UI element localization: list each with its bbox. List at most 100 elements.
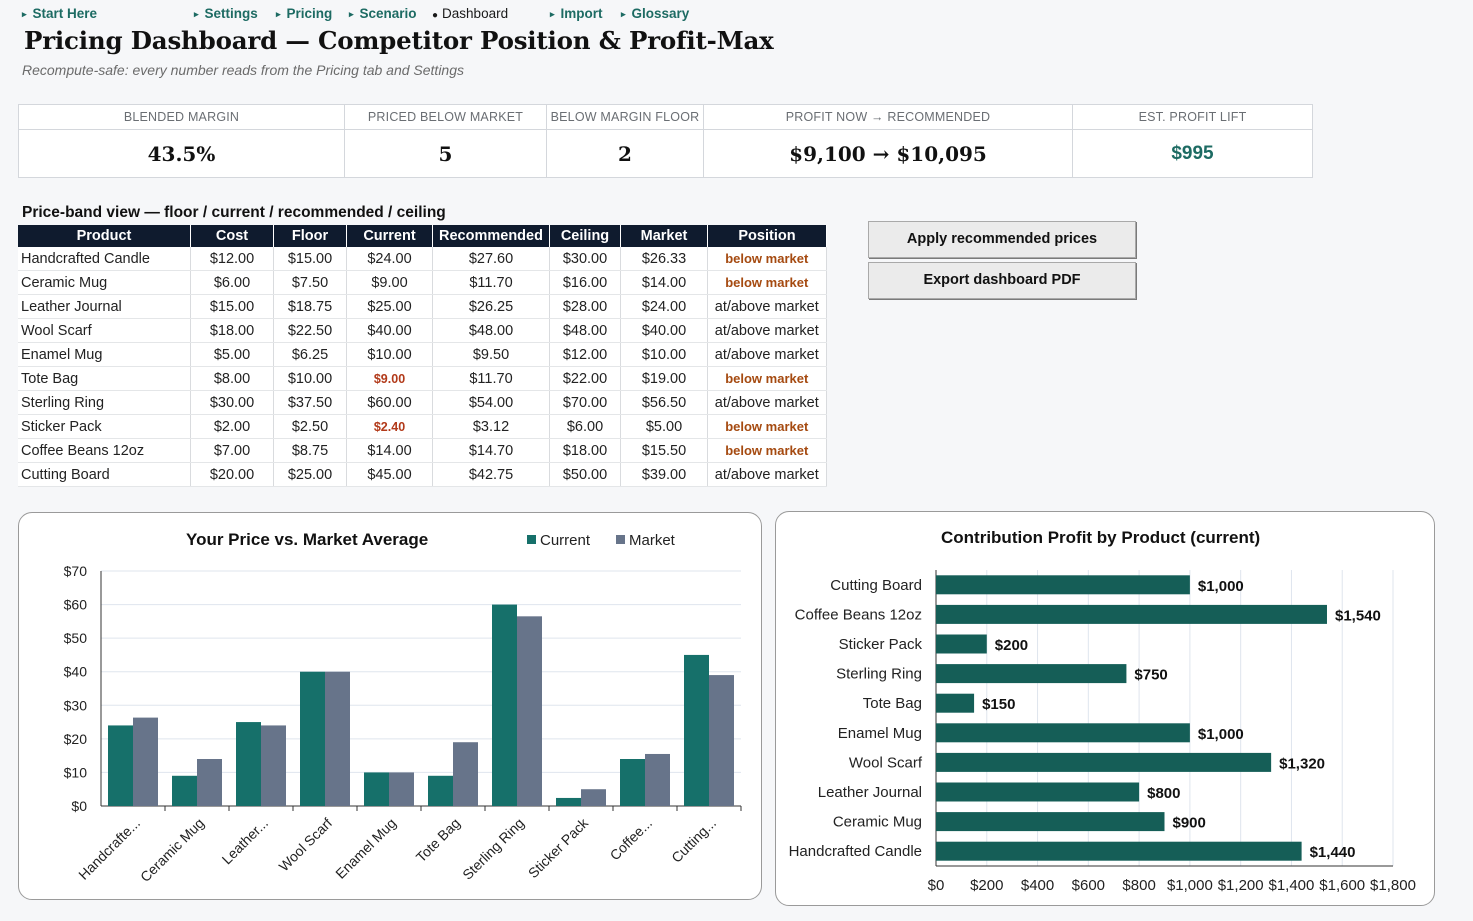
column-header: Floor bbox=[273, 225, 347, 247]
legend-swatch bbox=[616, 535, 625, 544]
data-label: $1,540 bbox=[1335, 607, 1381, 624]
y-tick-label: Handcrafted Candle bbox=[789, 843, 922, 860]
kpi-value-blended-margin: 43.5% bbox=[18, 129, 345, 178]
kpi-strip: BLENDED MARGIN PRICED BELOW MARKET BELOW… bbox=[18, 104, 1313, 178]
triangle-right-icon: ▸ bbox=[22, 9, 27, 19]
apply-recommended-prices-button[interactable]: Apply recommended prices bbox=[868, 221, 1136, 258]
table-cell: $10.00 bbox=[620, 342, 708, 367]
contribution-profit-chart-panel: Contribution Profit by Product (current)… bbox=[775, 511, 1435, 906]
table-cell: $30.00 bbox=[549, 247, 621, 271]
price-vs-market-chart-panel: Your Price vs. Market Average $0 $10 $20 $3… bbox=[18, 512, 762, 900]
nav-settings[interactable]: ▸ Settings bbox=[194, 6, 258, 21]
table-cell: $48.00 bbox=[549, 318, 621, 343]
column-header: Market bbox=[620, 225, 708, 247]
table-cell: $15.00 bbox=[190, 294, 274, 319]
table-cell: $22.00 bbox=[549, 366, 621, 391]
table-cell: $18.75 bbox=[273, 294, 347, 319]
legend-label: Market bbox=[629, 532, 676, 549]
bar bbox=[936, 812, 1165, 832]
table-cell: $14.70 bbox=[432, 438, 550, 463]
bar-current bbox=[620, 759, 645, 806]
bar bbox=[936, 841, 1302, 861]
table-cell: $16.00 bbox=[549, 270, 621, 295]
column-header: Current bbox=[346, 225, 433, 247]
table-cell: Leather Journal bbox=[18, 294, 191, 319]
bar bbox=[936, 752, 1272, 772]
table-cell: $14.00 bbox=[346, 438, 433, 463]
table-cell: $70.00 bbox=[549, 390, 621, 415]
table-cell: $9.00 bbox=[346, 270, 433, 295]
table-cell: Sterling Ring bbox=[18, 390, 191, 415]
y-tick-label: Wool Scarf bbox=[849, 754, 923, 771]
bar-current bbox=[556, 797, 581, 806]
table-cell: $11.70 bbox=[432, 270, 550, 295]
table-cell: at/above market bbox=[707, 294, 827, 319]
x-tick-label: $1,400 bbox=[1268, 877, 1314, 894]
bar bbox=[936, 664, 1127, 684]
nav-glossary[interactable]: ▸ Glossary bbox=[621, 6, 690, 21]
nav-pricing[interactable]: ▸ Pricing bbox=[276, 6, 333, 21]
table-cell: $40.00 bbox=[346, 318, 433, 343]
table-cell: $56.50 bbox=[620, 390, 708, 415]
bar-market bbox=[645, 753, 670, 806]
kpi-label-priced-below-market: PRICED BELOW MARKET bbox=[344, 104, 547, 130]
table-cell: $5.00 bbox=[620, 414, 708, 439]
data-label: $1,320 bbox=[1279, 755, 1325, 772]
x-tick-label: Handcrafte... bbox=[75, 815, 143, 883]
bar-current bbox=[492, 604, 517, 806]
table-cell: below market bbox=[707, 366, 827, 391]
kpi-label-below-margin-floor: BELOW MARGIN FLOOR bbox=[546, 104, 704, 130]
table-cell: $18.00 bbox=[190, 318, 274, 343]
bar-market bbox=[709, 675, 734, 806]
bar bbox=[936, 575, 1190, 595]
page-subtitle: Recompute-safe: every number reads from … bbox=[22, 62, 464, 78]
column-header: Position bbox=[707, 225, 826, 247]
data-label: $900 bbox=[1173, 815, 1206, 832]
table-cell: $18.00 bbox=[549, 438, 621, 463]
export-dashboard-pdf-button[interactable]: Export dashboard PDF bbox=[868, 262, 1136, 299]
kpi-value-profit-now-recommended: $9,100 → $10,095 bbox=[703, 129, 1073, 178]
table-cell: Ceramic Mug bbox=[18, 270, 191, 295]
table-cell: $25.00 bbox=[346, 294, 433, 319]
bar-market bbox=[581, 789, 606, 806]
data-label: $200 bbox=[995, 637, 1028, 654]
table-row: Leather Journal $15.00 $18.75 $25.00 $26.25 $… bbox=[18, 294, 827, 319]
contribution-profit-chart: $0 $200 $400 $600 $800 $1,000 $1,200 $1,400 $1,6… bbox=[789, 570, 1416, 894]
table-cell: $10.00 bbox=[346, 342, 433, 367]
bar-market bbox=[133, 717, 158, 806]
y-tick-label: Leather Journal bbox=[818, 784, 922, 801]
nav-import[interactable]: ▸ Import bbox=[550, 6, 603, 21]
nav-start-here[interactable]: ▸ Start Here bbox=[22, 6, 98, 21]
table-cell: Tote Bag bbox=[18, 366, 191, 391]
table-cell: $40.00 bbox=[620, 318, 708, 343]
bar bbox=[936, 693, 975, 713]
table-row: Wool Scarf $18.00 $22.50 $40.00 $48.00 $48.00… bbox=[18, 318, 827, 343]
table-cell: $37.50 bbox=[273, 390, 347, 415]
data-label: $1,000 bbox=[1198, 726, 1244, 743]
bar-current bbox=[364, 772, 389, 806]
y-tick-label: $20 bbox=[64, 731, 88, 747]
table-cell: $45.00 bbox=[346, 462, 433, 487]
table-row: Tote Bag $8.00 $10.00 $9.00 $11.70 $22.00 $19.… bbox=[18, 366, 827, 391]
table-cell: at/above market bbox=[707, 390, 827, 415]
y-tick-label: Ceramic Mug bbox=[833, 814, 922, 831]
table-cell: Sticker Pack bbox=[18, 414, 191, 439]
table-cell: $12.00 bbox=[190, 247, 274, 271]
bar-market bbox=[197, 759, 222, 806]
nav-scenario[interactable]: ▸ Scenario bbox=[349, 6, 417, 21]
table-cell: $60.00 bbox=[346, 390, 433, 415]
x-tick-label: Sticker Pack bbox=[525, 814, 592, 881]
legend-swatch bbox=[527, 535, 536, 544]
nav-dashboard[interactable]: ● Dashboard bbox=[432, 6, 509, 21]
y-tick-label: Coffee Beans 12oz bbox=[795, 606, 922, 623]
bar-market bbox=[453, 742, 478, 806]
table-cell: $42.75 bbox=[432, 462, 550, 487]
data-label: $800 bbox=[1147, 785, 1180, 802]
bar-market bbox=[325, 671, 350, 806]
bar-current bbox=[300, 671, 325, 806]
bar bbox=[936, 723, 1190, 743]
x-tick-label: $1,800 bbox=[1370, 877, 1416, 894]
table-cell: $14.00 bbox=[620, 270, 708, 295]
chart-title: Contribution Profit by Product (current) bbox=[941, 528, 1261, 547]
table-cell: $5.00 bbox=[190, 342, 274, 367]
